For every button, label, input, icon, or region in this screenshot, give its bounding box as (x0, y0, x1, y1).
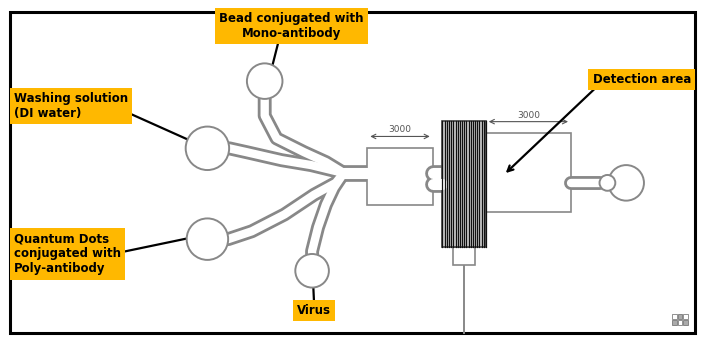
Bar (443, 121, 486, 247)
Bar (678, 320, 683, 325)
Circle shape (296, 254, 329, 288)
Circle shape (608, 165, 644, 201)
Bar (672, 320, 677, 325)
Text: Quantum Dots
conjugated with
Poly-antibody: Quantum Dots conjugated with Poly-antibo… (14, 233, 121, 275)
Bar (683, 320, 688, 325)
Bar (678, 314, 683, 319)
Bar (486, 134, 571, 211)
Circle shape (600, 175, 615, 191)
Text: Washing solution
(DI water): Washing solution (DI water) (14, 92, 128, 120)
Text: 3000: 3000 (517, 111, 540, 120)
Circle shape (247, 63, 283, 99)
Text: Bead conjugated with
Mono-antibody: Bead conjugated with Mono-antibody (219, 12, 363, 40)
Bar (683, 314, 688, 319)
Text: Detection area: Detection area (593, 73, 691, 86)
Circle shape (186, 127, 229, 170)
Text: Virus: Virus (297, 304, 331, 317)
Bar (368, 148, 433, 205)
Bar (672, 314, 677, 319)
Text: 3000: 3000 (388, 126, 411, 135)
Bar (453, 247, 475, 265)
Circle shape (186, 218, 228, 260)
